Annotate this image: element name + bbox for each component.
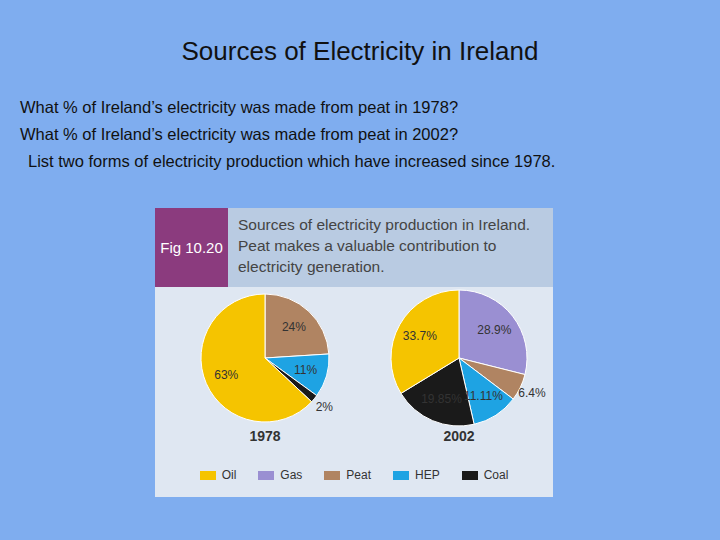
svg-text:63%: 63% <box>214 368 238 382</box>
html-text:List two forms of electricity: List two forms of electricity production… <box>28 152 556 170</box>
html-text:What % of Ireland’s electricit: What % of Ireland’s electricity was made… <box>20 125 459 143</box>
svg-text:24%: 24% <box>282 320 306 334</box>
html-text:Coal: Coal <box>483 468 509 482</box>
svg-text:33.7%: 33.7% <box>403 329 437 343</box>
svg-text:19.85%: 19.85% <box>421 392 462 406</box>
html-text:1978: 1978 <box>249 428 281 444</box>
svg-text:6.4%: 6.4% <box>518 386 546 400</box>
html-text:Sources of Electricity in Irel: Sources of Electricity in Ireland <box>181 36 539 66</box>
svg-text:11%: 11% <box>294 363 317 377</box>
html-text:HEP: HEP <box>415 468 440 482</box>
html-text:Fig 10.20: Fig 10.20 <box>160 239 223 256</box>
svg-text:11.11%: 11.11% <box>464 389 503 403</box>
svg-text:2%: 2% <box>316 400 334 414</box>
html-text:Oil: Oil <box>221 468 237 482</box>
html-text:Sources of electricity product: Sources of electricity production in Ire… <box>238 216 531 275</box>
html-text:Peat: Peat <box>346 468 371 482</box>
html-text:Gas: Gas <box>280 468 303 482</box>
svg-text:28.9%: 28.9% <box>477 323 511 337</box>
html-text:2002: 2002 <box>443 428 475 444</box>
html-text:What % of Ireland’s electricit: What % of Ireland’s electricity was made… <box>20 98 459 116</box>
